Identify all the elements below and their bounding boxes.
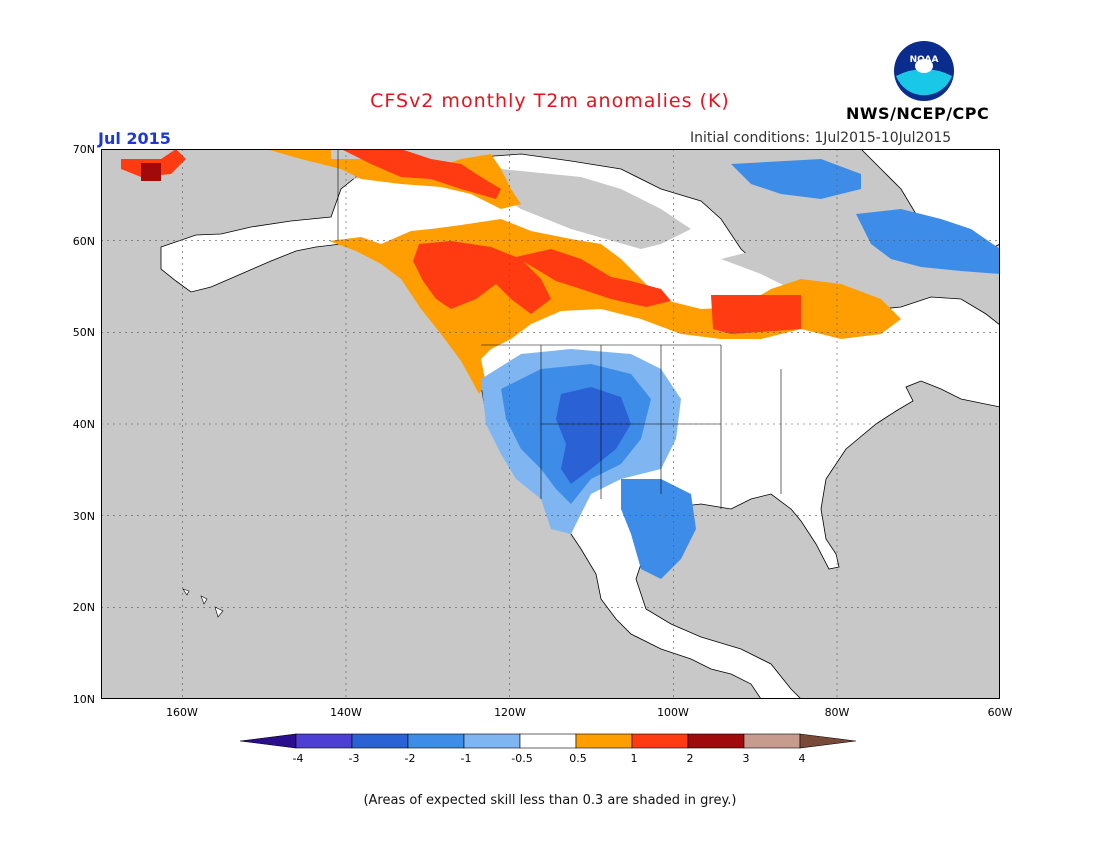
- lon-label: 60W: [987, 706, 1013, 719]
- lat-label: 50N: [72, 326, 95, 339]
- lon-label: 80W: [824, 706, 850, 719]
- low-skill-grey-hudson: [721, 244, 891, 299]
- cold-anomaly-blue-east-canada: [856, 209, 1000, 274]
- lat-label: 10N: [72, 693, 95, 706]
- colorbar: [239, 733, 857, 749]
- warm-anomaly-red-prairies: [516, 249, 671, 307]
- cold-anomaly-blue-arctic: [731, 159, 861, 199]
- warm-anomaly-red-quebec: [711, 295, 801, 334]
- lat-label: 40N: [72, 418, 95, 431]
- lat-label: 60N: [72, 235, 95, 248]
- lat-label: 70N: [72, 143, 95, 156]
- colorbar-cell: [519, 733, 577, 749]
- warm-anomaly-red-north: [341, 149, 501, 199]
- colorbar-label: -4: [292, 752, 304, 765]
- colorbar-arrow-low: [239, 733, 297, 749]
- colorbar-label: 4: [798, 752, 806, 765]
- lon-label: 120W: [494, 706, 526, 719]
- colorbar-label: -1: [460, 752, 472, 765]
- chart-title: CFSv2 monthly T2m anomalies (K): [370, 90, 730, 112]
- agency-label: NWS/NCEP/CPC: [846, 104, 990, 123]
- colorbar-label: 0.5: [569, 752, 587, 765]
- colorbar-cells: [239, 733, 857, 749]
- cold-anomaly-dark-blue: [556, 387, 631, 484]
- colorbar-label: -0.5: [511, 752, 533, 765]
- low-skill-grey-canada: [341, 167, 691, 249]
- anomaly-map: [101, 149, 1000, 699]
- colorbar-cell: [295, 733, 353, 749]
- skill-note: (Areas of expected skill less than 0.3 a…: [363, 793, 737, 808]
- colorbar-arrow-high: [799, 733, 857, 749]
- colorbar-cell: [463, 733, 521, 749]
- logo-text: NOAA: [910, 55, 939, 65]
- colorbar-label: 2: [686, 752, 694, 765]
- initial-conditions: Initial conditions: 1Jul2015-10Jul2015: [690, 130, 952, 146]
- colorbar-cell: [743, 733, 801, 749]
- warm-anomaly-red-bc: [413, 241, 551, 314]
- graticule: [101, 149, 1000, 699]
- colorbar-cell: [407, 733, 465, 749]
- forecast-month: Jul 2015: [98, 129, 171, 148]
- lon-label: 100W: [657, 706, 689, 719]
- colorbar-cell: [687, 733, 745, 749]
- political-boundaries: [337, 149, 782, 509]
- colorbar-cell: [631, 733, 689, 749]
- colorbar-cell: [575, 733, 633, 749]
- colorbar-label: 1: [630, 752, 638, 765]
- colorbar-cell: [351, 733, 409, 749]
- lat-label: 20N: [72, 601, 95, 614]
- lat-label: 30N: [72, 510, 95, 523]
- noaa-logo: NOAA: [894, 41, 954, 101]
- lon-label: 140W: [330, 706, 362, 719]
- colorbar-label: -2: [404, 752, 416, 765]
- cold-anomaly-blue-mexico: [621, 479, 696, 579]
- hawaii-islands: [182, 588, 224, 618]
- colorbar-label: 3: [742, 752, 750, 765]
- colorbar-label: -3: [348, 752, 360, 765]
- lon-label: 160W: [166, 706, 198, 719]
- warm-anomaly-dark-red-alaska: [141, 163, 161, 181]
